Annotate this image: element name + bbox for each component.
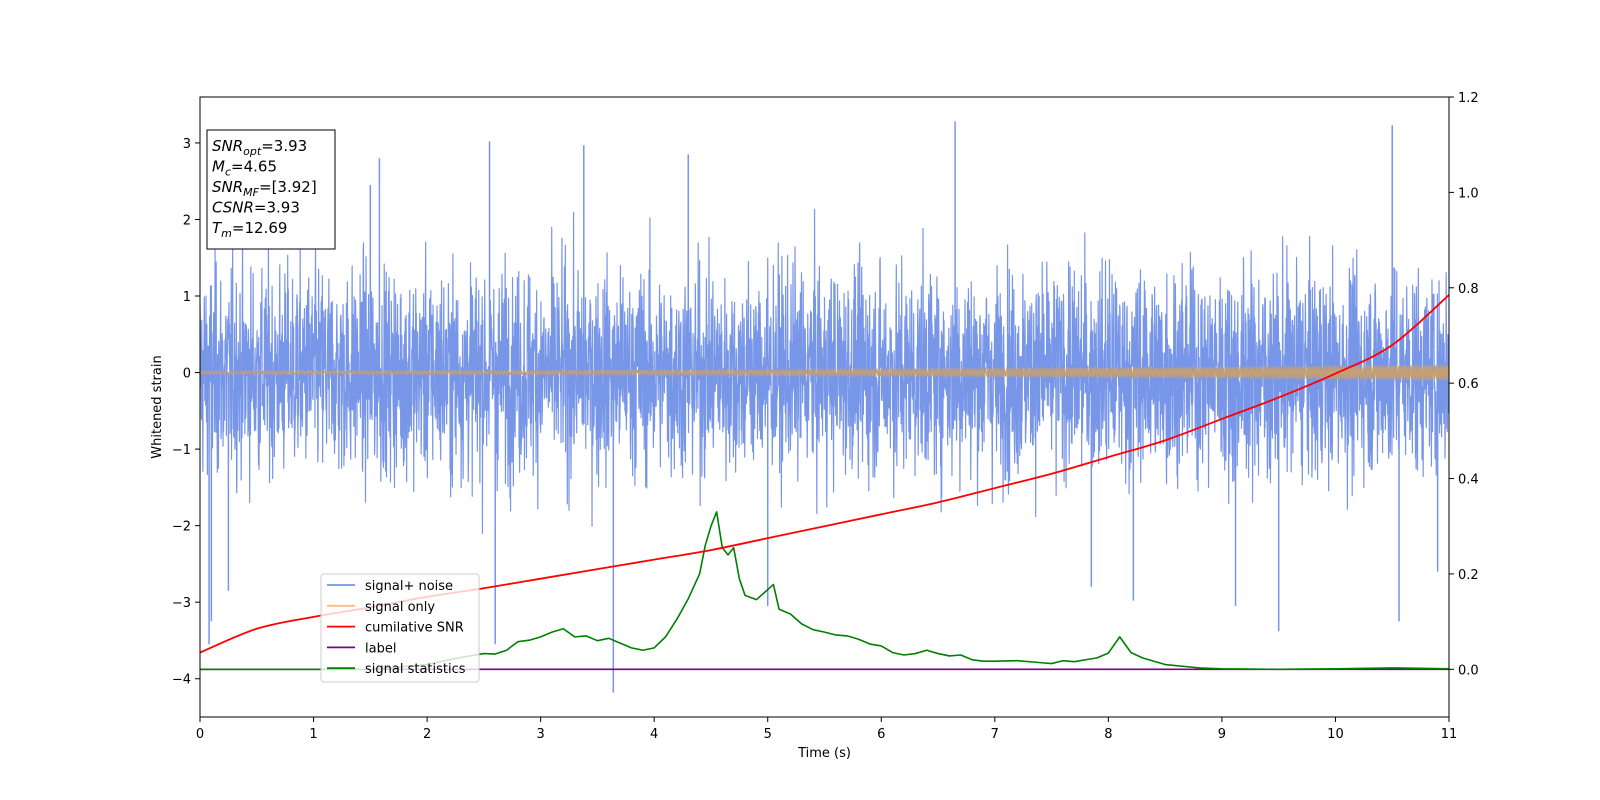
legend-label: label xyxy=(365,641,396,656)
legend-label: cumilative SNR xyxy=(365,621,464,636)
x-tick-label: 10 xyxy=(1327,727,1344,742)
annotation-line: Tm=12.69 xyxy=(212,219,287,240)
y-axis-label: Whitened strain xyxy=(150,355,165,458)
x-tick-label: 8 xyxy=(1104,727,1112,742)
y-tick-label: 0 xyxy=(183,367,191,382)
y2-tick-label: 0.2 xyxy=(1458,568,1479,583)
x-tick-label: 4 xyxy=(650,727,658,742)
x-tick-label: 6 xyxy=(877,727,885,742)
legend-label: signal+ noise xyxy=(365,579,453,594)
annotation-line: Mc=4.65 xyxy=(212,158,277,179)
legend-label: signal statistics xyxy=(365,662,466,677)
annotation-line: SNRopt=3.93 xyxy=(212,137,307,158)
annotation-line: CSNR=3.93 xyxy=(212,199,300,217)
legend-frame xyxy=(320,573,480,683)
x-tick-label: 0 xyxy=(196,727,204,742)
y-tick-label: −4 xyxy=(172,673,191,688)
legend-label: signal only xyxy=(365,600,435,615)
legend: signal+ noise signal only cumilative SNR la… xyxy=(320,573,480,683)
annotation-frame xyxy=(206,129,336,250)
y-tick-label: 3 xyxy=(183,137,191,152)
y2-tick-label: 1.2 xyxy=(1458,91,1479,106)
series-signal-statistics xyxy=(200,511,1449,671)
ticks-layer: 0 1 2 3 4 5 6 7 8 9 10 11 −4 −3 −2 −1 0 1 2 3 0.0 0.2 0.4 0.6 0.… xyxy=(172,91,1479,742)
annotation-line: SNRMF=[3.92] xyxy=(212,178,317,199)
plot-frame xyxy=(199,96,1450,718)
y2-tick-label: 0.4 xyxy=(1458,473,1479,488)
x-tick-label: 9 xyxy=(1218,727,1226,742)
y-tick-label: 1 xyxy=(183,290,191,305)
x-tick-label: 1 xyxy=(309,727,317,742)
x-tick-label: 3 xyxy=(536,727,544,742)
y2-tick-label: 0.6 xyxy=(1458,377,1479,392)
y2-tick-label: 1.0 xyxy=(1458,186,1479,201)
x-tick-label: 11 xyxy=(1441,727,1458,742)
series-signal-only xyxy=(200,363,1449,382)
y-tick-label: −1 xyxy=(172,443,191,458)
y2-tick-label: 0.8 xyxy=(1458,282,1479,297)
x-tick-label: 5 xyxy=(764,727,772,742)
x-tick-label: 7 xyxy=(991,727,999,742)
x-tick-label: 2 xyxy=(423,727,431,742)
y-tick-label: 2 xyxy=(183,213,191,228)
y-tick-label: −3 xyxy=(172,596,191,611)
x-axis-label: Time (s) xyxy=(797,746,851,761)
y2-tick-label: 0.0 xyxy=(1458,663,1479,678)
y-tick-label: −2 xyxy=(172,520,191,535)
series-signal-noise xyxy=(200,208,1449,534)
